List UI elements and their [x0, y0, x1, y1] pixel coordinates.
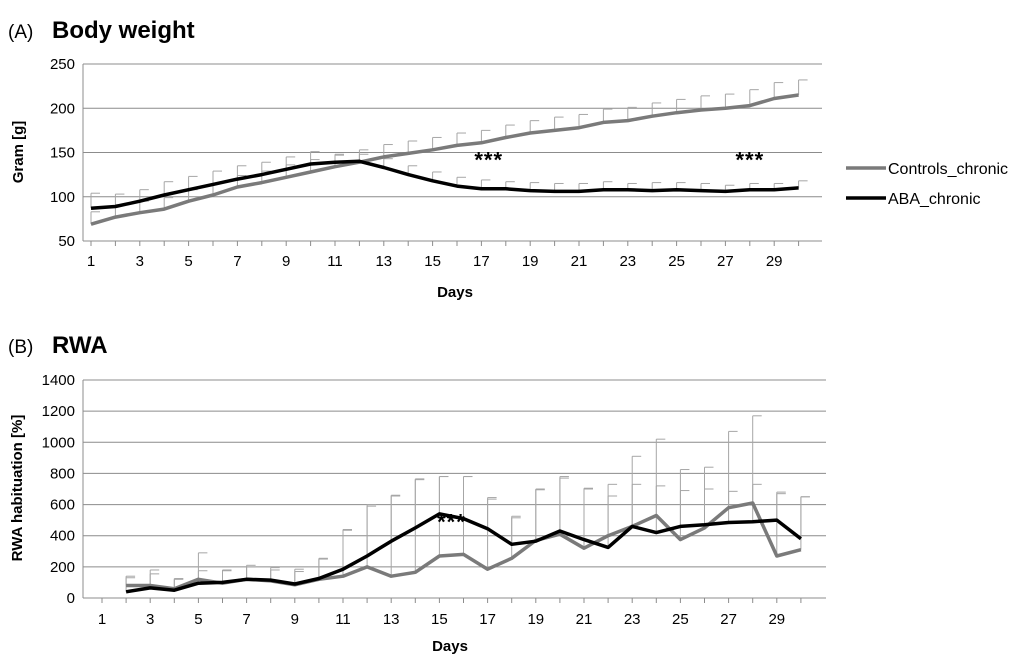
panel-a-x-tick-label: 9	[282, 253, 290, 270]
panel-b-x-tick-label: 7	[242, 611, 250, 628]
panel-a-significance-marker: ***	[735, 148, 764, 173]
panel-b-x-tick-label: 23	[624, 611, 641, 628]
panel-a-x-tick-label: 1	[87, 253, 95, 270]
panel-b-x-axis-label: Days	[432, 638, 468, 654]
panel-b-x-tick-label: 3	[146, 611, 154, 628]
panel-a-label: (A)	[8, 22, 33, 43]
panel-a-y-axis-label: Gram [g]	[10, 121, 27, 184]
panel-b-title: RWA	[52, 332, 108, 359]
panel-b-x-tick-label: 25	[672, 611, 689, 628]
panel-a-x-tick-label: 5	[184, 253, 192, 270]
panel-b-y-tick-label: 600	[50, 497, 75, 514]
panel-b-y-tick-label: 400	[50, 528, 75, 545]
panel-a-x-tick-label: 21	[571, 253, 588, 270]
panel-b-x-tick-label: 15	[431, 611, 448, 628]
legend-aba-label: ABA_chronic	[888, 191, 981, 208]
panel-a-y-tick-label: 250	[50, 56, 75, 73]
panel-b-y-axis-label: RWA habituation [%]	[9, 415, 26, 562]
panel-b-y-tick-label: 1200	[42, 403, 75, 420]
panel-b-significance-marker: ***	[437, 509, 466, 534]
panel-a-title: Body weight	[52, 17, 195, 44]
panel-b-label: (B)	[8, 337, 33, 358]
panel-a-x-tick-label: 13	[375, 253, 392, 270]
panel-b-x-tick-label: 17	[479, 611, 496, 628]
panel-a-x-tick-label: 27	[717, 253, 734, 270]
panel-b-x-tick-label: 21	[576, 611, 593, 628]
panel-a-y-tick-label: 150	[50, 145, 75, 162]
panel-b-x-tick-label: 19	[527, 611, 544, 628]
panel-a-x-tick-label: 23	[619, 253, 636, 270]
panel-a-x-tick-label: 15	[424, 253, 441, 270]
panel-a-x-tick-label: 3	[136, 253, 144, 270]
panel-b-x-tick-label: 27	[720, 611, 737, 628]
panel-b-y-tick-label: 800	[50, 465, 75, 482]
panel-a-x-tick-label: 17	[473, 253, 490, 270]
panel-a-y-tick-label: 100	[50, 189, 75, 206]
legend-controls-label: Controls_chronic	[888, 161, 1008, 178]
panel-b-x-tick-label: 29	[768, 611, 785, 628]
panel-a-x-axis-label: Days	[437, 284, 473, 301]
panel-a-x-tick-label: 29	[766, 253, 783, 270]
panel-a-x-tick-label: 7	[233, 253, 241, 270]
panel-b-y-tick-label: 200	[50, 559, 75, 576]
panel-a-aba-series-line	[91, 161, 799, 208]
panel-b-x-tick-label: 5	[194, 611, 202, 628]
panel-a-significance-marker: ***	[474, 148, 503, 173]
panel-b-y-tick-label: 1000	[42, 434, 75, 451]
panel-b-y-tick-label: 0	[67, 590, 75, 607]
panel-b-x-tick-label: 11	[335, 611, 351, 628]
panel-b-x-tick-label: 13	[383, 611, 400, 628]
panel-b-x-tick-label: 1	[98, 611, 106, 628]
panel-a-x-tick-label: 25	[668, 253, 685, 270]
panel-a-controls-series-line	[91, 95, 799, 224]
panel-b-y-tick-label: 1400	[42, 372, 75, 389]
panel-b-x-tick-label: 9	[291, 611, 299, 628]
panel-a-y-tick-label: 50	[58, 233, 75, 250]
panel-a-x-tick-label: 11	[327, 253, 343, 270]
panel-a-x-tick-label: 19	[522, 253, 539, 270]
panel-a-y-tick-label: 200	[50, 100, 75, 117]
